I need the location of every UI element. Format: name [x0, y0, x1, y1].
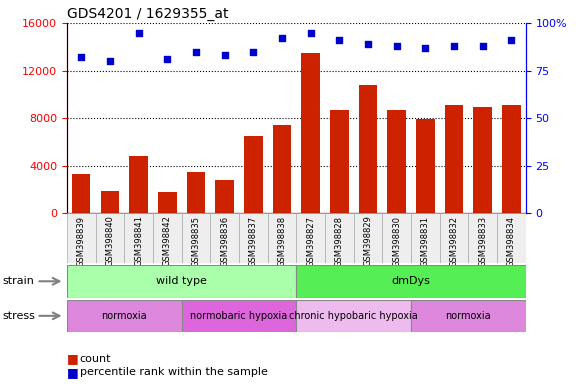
- Text: stress: stress: [3, 311, 36, 321]
- Text: GSM398833: GSM398833: [478, 216, 487, 267]
- Bar: [95, 213, 124, 263]
- Text: GSM398836: GSM398836: [220, 216, 229, 267]
- Point: [392, 43, 401, 49]
- Bar: [72, 174, 91, 213]
- Text: GSM398829: GSM398829: [364, 216, 372, 266]
- Text: count: count: [80, 354, 111, 364]
- Text: GSM398838: GSM398838: [278, 216, 286, 267]
- Text: GSM398828: GSM398828: [335, 216, 344, 266]
- Point: [134, 30, 143, 36]
- Bar: [101, 190, 119, 213]
- Bar: [181, 213, 210, 263]
- Bar: [358, 85, 377, 213]
- Bar: [67, 300, 181, 332]
- Bar: [129, 156, 148, 213]
- Bar: [181, 300, 296, 332]
- Text: GSM398835: GSM398835: [191, 216, 200, 266]
- Bar: [272, 125, 291, 213]
- Bar: [474, 108, 492, 213]
- Point: [277, 35, 286, 41]
- Text: GSM398840: GSM398840: [105, 216, 114, 266]
- Bar: [411, 300, 526, 332]
- Bar: [416, 119, 435, 213]
- Bar: [158, 192, 177, 213]
- Text: ■: ■: [67, 353, 78, 366]
- Point: [249, 48, 258, 55]
- Bar: [330, 110, 349, 213]
- Bar: [296, 265, 526, 298]
- Bar: [239, 213, 268, 263]
- Bar: [187, 172, 205, 213]
- Bar: [354, 213, 382, 263]
- Bar: [382, 213, 411, 263]
- Text: normoxia: normoxia: [446, 311, 492, 321]
- Point: [335, 37, 344, 43]
- Point: [191, 48, 200, 55]
- Point: [450, 43, 459, 49]
- Text: wild type: wild type: [156, 276, 207, 286]
- Point: [507, 37, 516, 43]
- Text: GSM398842: GSM398842: [163, 216, 172, 266]
- Point: [105, 58, 114, 64]
- Bar: [497, 213, 526, 263]
- Bar: [296, 213, 325, 263]
- Point: [363, 41, 372, 47]
- Text: strain: strain: [3, 276, 35, 286]
- Bar: [302, 53, 320, 213]
- Text: chronic hypobaric hypoxia: chronic hypobaric hypoxia: [289, 311, 418, 321]
- Text: GSM398834: GSM398834: [507, 216, 516, 266]
- Text: percentile rank within the sample: percentile rank within the sample: [80, 367, 267, 377]
- Bar: [325, 213, 354, 263]
- Bar: [296, 300, 411, 332]
- Point: [306, 30, 315, 36]
- Bar: [388, 110, 406, 213]
- Bar: [124, 213, 153, 263]
- Text: GDS4201 / 1629355_at: GDS4201 / 1629355_at: [67, 7, 228, 21]
- Text: GSM398827: GSM398827: [306, 216, 315, 266]
- Text: GSM398830: GSM398830: [392, 216, 401, 266]
- Text: GSM398831: GSM398831: [421, 216, 430, 266]
- Text: ■: ■: [67, 366, 78, 379]
- Bar: [268, 213, 296, 263]
- Point: [163, 56, 172, 62]
- Point: [421, 45, 430, 51]
- Bar: [153, 213, 182, 263]
- Text: dmDys: dmDys: [392, 276, 431, 286]
- Text: GSM398839: GSM398839: [77, 216, 85, 266]
- Bar: [210, 213, 239, 263]
- Bar: [445, 105, 464, 213]
- Bar: [468, 213, 497, 263]
- Bar: [216, 180, 234, 213]
- Bar: [440, 213, 468, 263]
- Bar: [411, 213, 440, 263]
- Point: [478, 43, 487, 49]
- Text: GSM398841: GSM398841: [134, 216, 143, 266]
- Bar: [67, 213, 95, 263]
- Bar: [502, 105, 521, 213]
- Text: normobaric hypoxia: normobaric hypoxia: [191, 311, 288, 321]
- Point: [220, 52, 229, 58]
- Bar: [67, 265, 296, 298]
- Bar: [244, 136, 263, 213]
- Text: GSM398837: GSM398837: [249, 216, 258, 267]
- Text: normoxia: normoxia: [101, 311, 147, 321]
- Text: GSM398832: GSM398832: [450, 216, 458, 266]
- Point: [77, 54, 86, 60]
